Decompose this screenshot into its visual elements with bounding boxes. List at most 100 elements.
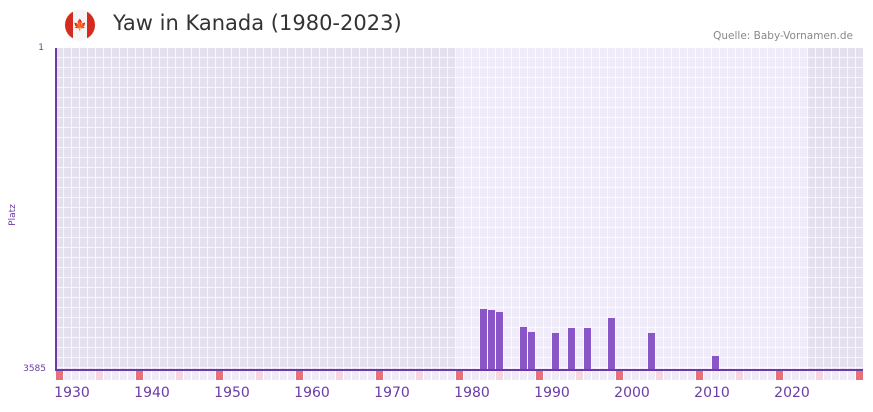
grid-line-vertical (527, 48, 528, 370)
grid-line-vertical (543, 48, 544, 370)
year-marker (152, 371, 159, 380)
year-marker (384, 371, 391, 380)
year-marker (56, 371, 63, 380)
x-tick-1930: 1930 (54, 385, 90, 401)
bar-2012[interactable] (712, 356, 719, 370)
year-marker (768, 371, 775, 380)
year-marker (240, 371, 247, 380)
bar-1996[interactable] (584, 328, 591, 370)
year-marker (712, 371, 719, 380)
year-marker (320, 371, 327, 380)
year-marker (296, 371, 303, 380)
grid-line-vertical (215, 48, 216, 370)
grid-line-vertical (159, 48, 160, 370)
grid-line-vertical (239, 48, 240, 370)
year-marker (352, 371, 359, 380)
grid-line-vertical (167, 48, 168, 370)
grid-line-vertical (471, 48, 472, 370)
year-marker (96, 371, 103, 380)
grid-line-horizontal (55, 267, 863, 268)
year-marker (112, 371, 119, 380)
grid-line-vertical (519, 48, 520, 370)
year-marker (72, 371, 79, 380)
grid-line-vertical (271, 48, 272, 370)
grid-line-vertical (79, 48, 80, 370)
year-marker (808, 371, 815, 380)
bar-1989[interactable] (528, 332, 535, 370)
year-marker (816, 371, 823, 380)
grid-line-horizontal (55, 327, 863, 328)
x-tick-1940: 1940 (134, 385, 170, 401)
x-axis-line (55, 369, 863, 371)
grid-line-vertical (783, 48, 784, 370)
year-marker (592, 371, 599, 380)
bar-1984[interactable] (488, 310, 495, 370)
grid-line-horizontal (55, 287, 863, 288)
grid-line-vertical (855, 48, 856, 370)
grid-line-vertical (719, 48, 720, 370)
year-marker (280, 371, 287, 380)
year-marker (232, 371, 239, 380)
grid-line-horizontal (55, 277, 863, 278)
grid-line-vertical (231, 48, 232, 370)
year-marker (664, 371, 671, 380)
grid-line-horizontal (55, 207, 863, 208)
year-marker (728, 371, 735, 380)
grid-line-vertical (71, 48, 72, 370)
year-marker (704, 371, 711, 380)
year-marker (264, 371, 271, 380)
year-marker (536, 371, 543, 380)
year-marker (368, 371, 375, 380)
grid-line-vertical (303, 48, 304, 370)
year-marker (744, 371, 751, 380)
grid-line-vertical (535, 48, 536, 370)
bar-1988[interactable] (520, 327, 527, 370)
year-marker (552, 371, 559, 380)
year-marker (200, 371, 207, 380)
bar-1999[interactable] (608, 318, 615, 370)
grid-line-vertical (775, 48, 776, 370)
grid-line-vertical (695, 48, 696, 370)
bar-2004[interactable] (648, 333, 655, 370)
grid-line-vertical (671, 48, 672, 370)
grid-line-vertical (655, 48, 656, 370)
bar-1992[interactable] (552, 333, 559, 370)
year-marker (464, 371, 471, 380)
bar-1994[interactable] (568, 328, 575, 370)
bar-1983[interactable] (480, 309, 487, 370)
year-marker (504, 371, 511, 380)
year-marker (656, 371, 663, 380)
year-marker (736, 371, 743, 380)
year-marker (824, 371, 831, 380)
year-marker (344, 371, 351, 380)
grid-line-vertical (255, 48, 256, 370)
grid-line-horizontal (55, 347, 863, 348)
year-marker (568, 371, 575, 380)
year-marker (608, 371, 615, 380)
year-marker (648, 371, 655, 380)
year-marker (616, 371, 623, 380)
grid-line-horizontal (55, 217, 863, 218)
grid-line-vertical (279, 48, 280, 370)
year-marker (104, 371, 111, 380)
grid-line-vertical (767, 48, 768, 370)
chart-header: 🍁 Yaw in Kanada (1980-2023) Quelle: Baby… (0, 0, 873, 48)
x-tick-1980: 1980 (454, 385, 490, 401)
grid-line-vertical (391, 48, 392, 370)
grid-line-vertical (559, 48, 560, 370)
grid-line-vertical (399, 48, 400, 370)
year-marker (256, 371, 263, 380)
year-marker (312, 371, 319, 380)
grid-line-vertical (679, 48, 680, 370)
grid-line-vertical (831, 48, 832, 370)
grid-line-vertical (791, 48, 792, 370)
grid-line-vertical (207, 48, 208, 370)
year-marker (584, 371, 591, 380)
grid-line-vertical (567, 48, 568, 370)
grid-line-vertical (103, 48, 104, 370)
grid-line-horizontal (55, 227, 863, 228)
year-marker (184, 371, 191, 380)
grid-line-vertical (439, 48, 440, 370)
bar-1985[interactable] (496, 312, 503, 370)
year-marker (224, 371, 231, 380)
